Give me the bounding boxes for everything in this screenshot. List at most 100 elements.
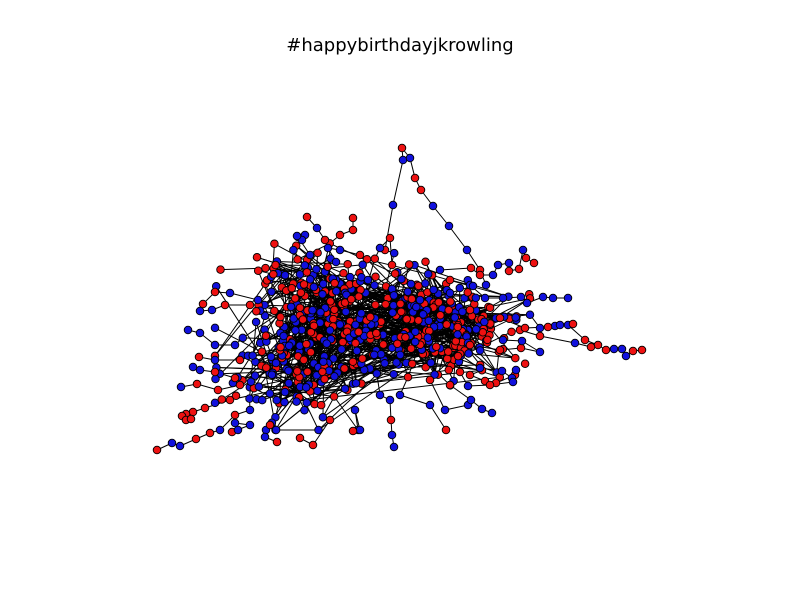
graph-edge: [367, 279, 429, 338]
graph-node-red: [442, 320, 451, 329]
graph-edge: [429, 404, 447, 431]
graph-node-blue: [250, 371, 260, 380]
graph-node-red: [293, 367, 302, 376]
graph-edge: [432, 205, 450, 227]
graph-node-red: [210, 287, 220, 297]
graph-node-red: [306, 328, 316, 337]
graph-node-blue: [511, 365, 521, 375]
graph-node-blue: [389, 369, 398, 379]
graph-node-blue: [535, 347, 545, 357]
graph-node-red: [276, 342, 285, 352]
graph-node-blue: [497, 366, 507, 376]
graph-node-blue: [195, 306, 205, 316]
graph-node-blue: [363, 275, 373, 285]
graph-node-blue: [358, 260, 367, 270]
graph-node-blue: [313, 386, 322, 396]
graph-node-blue: [429, 285, 438, 295]
graph-node-red: [396, 299, 405, 309]
graph-node-blue: [251, 317, 261, 327]
graph-node-blue: [466, 395, 476, 405]
graph-node-red: [355, 250, 365, 260]
graph-node-red: [299, 355, 309, 365]
graph-node-red: [186, 414, 196, 424]
graph-node-blue: [300, 405, 309, 415]
graph-node-blue: [257, 395, 267, 405]
graph-node-red: [443, 354, 452, 363]
graph-node-blue: [372, 369, 382, 378]
graph-node-red: [348, 213, 358, 223]
graph-node-red: [404, 260, 414, 269]
graph-node-blue: [462, 245, 472, 255]
graph-node-blue: [272, 395, 281, 405]
graph-node-red: [338, 337, 347, 347]
graph-node-blue: [210, 340, 220, 350]
graph-node-blue: [233, 425, 243, 435]
graph-node-red: [217, 395, 227, 404]
graph-node-red: [320, 235, 330, 245]
graph-node-red: [432, 342, 441, 352]
graph-node-red: [568, 319, 578, 329]
graph-node-blue: [535, 323, 545, 333]
graph-node-blue: [267, 370, 277, 379]
graph-edge: [265, 274, 314, 285]
graph-node-blue: [195, 365, 205, 375]
graph-node-red: [225, 395, 235, 405]
graph-node-blue: [300, 261, 310, 270]
graph-node-red: [262, 363, 271, 372]
graph-node-red: [296, 288, 306, 297]
graph-node-red: [393, 339, 402, 349]
graph-node-blue: [331, 257, 341, 267]
graph-node-blue: [511, 313, 520, 322]
graph-node-blue: [430, 370, 439, 379]
graph-node-blue: [406, 279, 416, 289]
graph-node-red: [381, 300, 390, 309]
graph-edge: [400, 348, 433, 356]
graph-node-blue: [355, 425, 365, 435]
graph-node-red: [293, 255, 302, 264]
graph-node-blue: [280, 397, 289, 407]
graph-node-red: [421, 257, 430, 267]
graph-node-red: [371, 272, 380, 282]
graph-node-blue: [330, 372, 339, 381]
graph-node-blue: [246, 377, 256, 386]
graph-node-red: [504, 266, 514, 276]
graph-node-blue: [301, 383, 311, 392]
graph-node-red: [529, 258, 539, 268]
graph-node-blue: [279, 331, 288, 341]
graph-node-red: [407, 294, 417, 304]
graph-node-blue: [351, 378, 361, 388]
graph-node-red: [465, 305, 475, 315]
graph-node-red: [299, 280, 309, 289]
graph-node-red: [306, 347, 316, 357]
graph-node-blue: [176, 382, 186, 392]
graph-node-red: [192, 379, 202, 389]
graph-node-blue: [487, 408, 497, 418]
graph-node-red: [194, 352, 204, 362]
figure-title: #happybirthdayjkrowling: [286, 35, 514, 56]
graph-node-red: [465, 370, 475, 380]
graph-node-red: [403, 372, 413, 382]
graph-node-blue: [410, 337, 420, 347]
graph-node-red: [580, 335, 590, 345]
graph-node-red: [511, 353, 520, 363]
graph-node-red: [298, 315, 308, 324]
graph-node-blue: [238, 333, 248, 343]
graph-node-blue: [245, 420, 255, 430]
graph-node-red: [326, 297, 335, 306]
graph-node-blue: [411, 327, 420, 337]
graph-node-red: [425, 375, 435, 385]
graph-node-red: [323, 262, 332, 272]
graph-node-red: [216, 265, 225, 274]
graph-node-blue: [395, 390, 405, 400]
graph-node-blue: [322, 339, 331, 348]
graph-node-blue: [463, 381, 473, 391]
graph-node-blue: [345, 272, 355, 282]
graph-node-blue: [405, 153, 415, 163]
graph-node-blue: [323, 243, 333, 253]
graph-node-red: [302, 212, 312, 222]
graph-node-red: [586, 342, 596, 352]
graph-node-red: [261, 331, 271, 340]
graph-node-blue: [621, 351, 631, 361]
graph-node-blue: [284, 366, 293, 376]
